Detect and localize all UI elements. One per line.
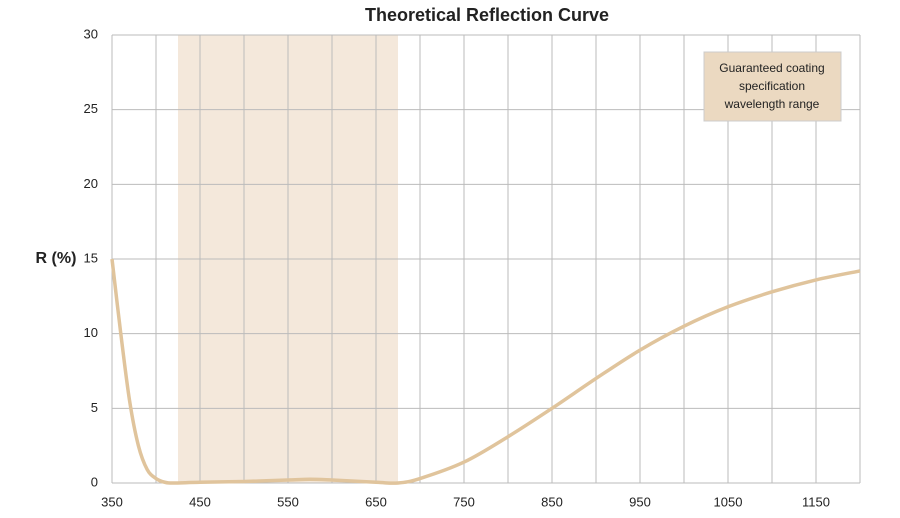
- x-tick-label: 1050: [714, 494, 743, 509]
- annotation-box: [703, 51, 842, 122]
- y-axis-label: R (%): [36, 250, 77, 267]
- annotation-text: Guaranteed coating specification wavelengt…: [719, 61, 824, 111]
- y-tick-label: 0: [91, 474, 98, 489]
- y-tick-label: 30: [84, 26, 98, 41]
- annotation: Guaranteed coating specification wavelengt…: [703, 51, 842, 122]
- y-tick-label: 25: [84, 101, 98, 116]
- x-tick-label: 550: [277, 494, 299, 509]
- x-tick-label: 750: [453, 494, 475, 509]
- x-tick-label: 450: [189, 494, 211, 509]
- y-tick-label: 5: [91, 400, 98, 415]
- y-tick-label: 15: [84, 250, 98, 265]
- x-tick-label: 350: [101, 494, 123, 509]
- y-tick-label: 20: [84, 176, 98, 191]
- y-tick-label: 10: [84, 325, 98, 340]
- data-line: [110, 258, 861, 485]
- x-tick-label: 1150: [802, 494, 830, 509]
- x-tick-label: 950: [629, 494, 651, 509]
- x-tick-label: 850: [541, 494, 563, 509]
- chart-title: Theoretical Reflection Curve: [365, 5, 609, 25]
- x-tick-label: 650: [365, 494, 387, 509]
